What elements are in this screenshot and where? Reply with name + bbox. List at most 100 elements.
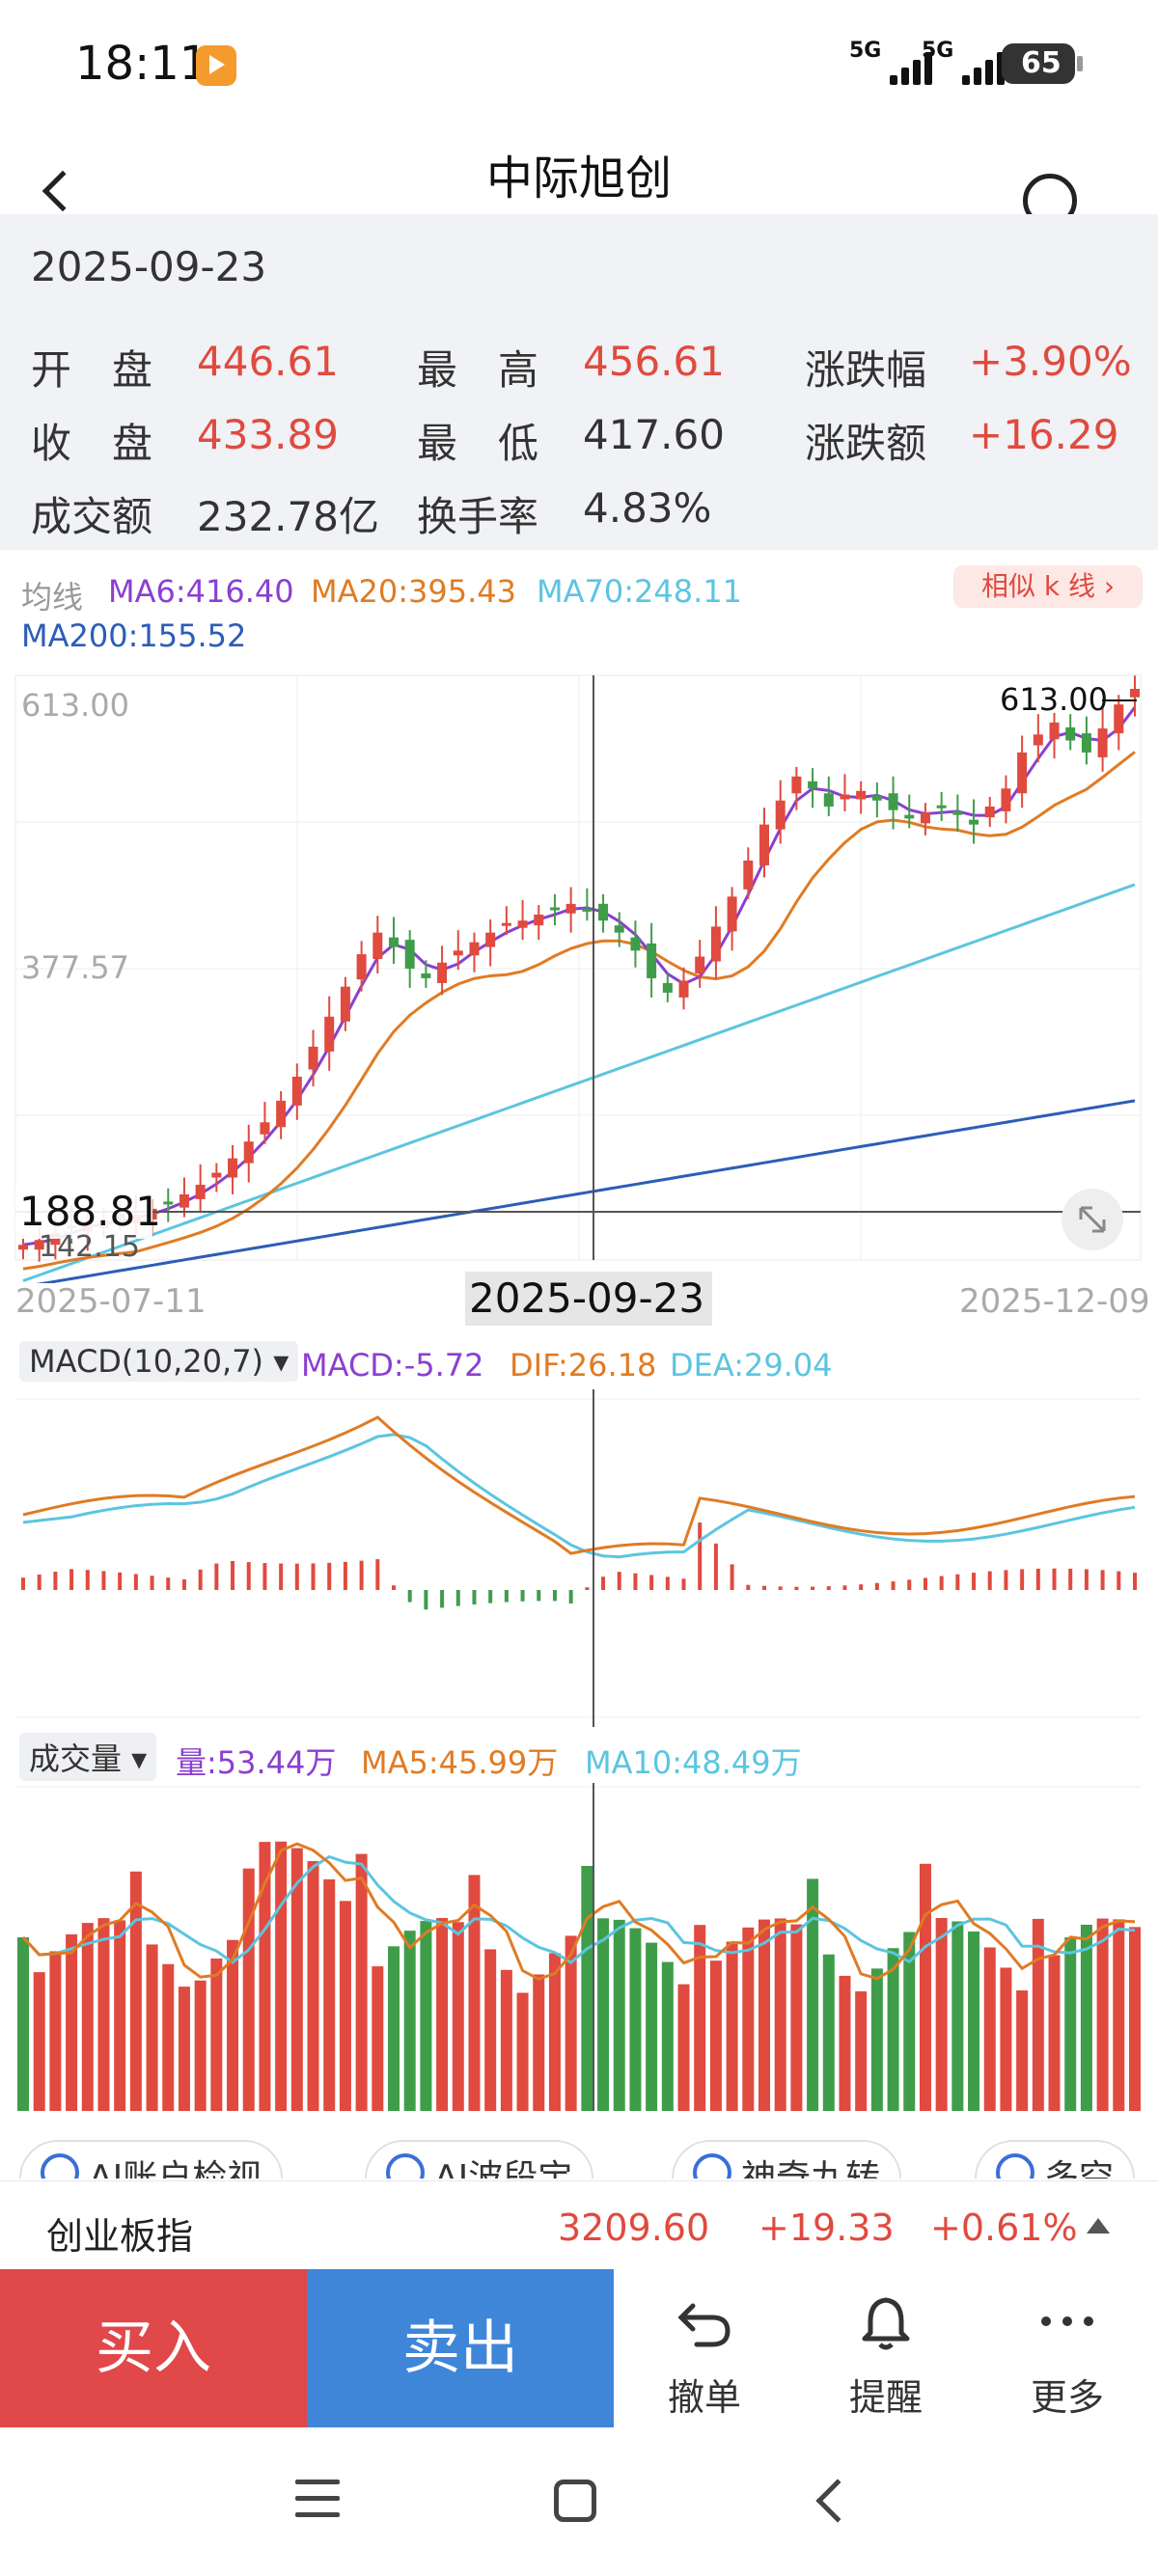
volume-bar	[17, 1937, 29, 2111]
volume-bar	[49, 1951, 62, 2111]
candle-body	[1017, 752, 1028, 794]
close-label: 收 盘	[31, 420, 153, 467]
volume-bar	[548, 1953, 561, 2111]
volume-bar	[484, 1949, 497, 2111]
tool-magic-nine[interactable]: 神奇九转	[672, 2140, 902, 2179]
volume-bar	[1080, 1924, 1092, 2111]
candle-body	[743, 860, 754, 890]
sell-button[interactable]: 卖出	[307, 2269, 614, 2427]
candle-body	[324, 1016, 335, 1052]
macd-histogram-bar	[874, 1582, 879, 1590]
candle-body	[1033, 734, 1043, 746]
candle-body	[179, 1193, 189, 1208]
macd-histogram-bar	[617, 1572, 621, 1590]
buy-button[interactable]: 买入	[0, 2269, 307, 2427]
macd-histogram-bar	[198, 1569, 203, 1590]
candle-body	[372, 932, 383, 960]
similar-kline-button[interactable]: 相似 k 线 ›	[953, 565, 1143, 608]
volume-bar	[903, 1932, 916, 2111]
close-value: 433.89	[197, 411, 339, 458]
system-back-icon[interactable]	[815, 2479, 860, 2523]
tool-ai-account-review[interactable]: AI账户检视	[19, 2140, 284, 2179]
macd-histogram-bar	[585, 1587, 590, 1590]
macd-histogram-bar	[343, 1561, 347, 1590]
crosshair-price-label: 188.81	[19, 1188, 161, 1235]
macd-histogram-bar	[1035, 1568, 1040, 1590]
volume-bar	[646, 1942, 658, 2111]
volume-bar	[742, 1927, 755, 2111]
volume-bar	[500, 1969, 512, 2111]
candle-body	[904, 814, 915, 819]
candle-body	[647, 943, 657, 978]
macd-histogram-bar	[181, 1579, 186, 1590]
macd-histogram-bar	[262, 1563, 267, 1590]
macd-histogram-bar	[923, 1577, 927, 1590]
volume-bar	[629, 1928, 642, 2111]
kline-chart[interactable]: 613.00 377.57 613.00 188.81 142.15	[0, 666, 1158, 1283]
candle-body	[34, 1240, 44, 1250]
volume-bar	[227, 1939, 239, 2111]
volume-indicator-select[interactable]: 成交量 ▾	[19, 1733, 157, 1781]
tool-ai-band[interactable]: AI波段宝	[365, 2140, 594, 2179]
macd-histogram-bar	[891, 1581, 896, 1590]
volume-bar	[790, 1924, 803, 2111]
volume-bar	[855, 1991, 868, 2111]
turnover-rate-value: 4.83%	[583, 484, 712, 532]
volume-bar	[726, 1941, 738, 2111]
home-icon[interactable]	[554, 2480, 596, 2522]
more-button[interactable]: 更多	[977, 2269, 1158, 2427]
recent-apps-icon[interactable]	[295, 2480, 340, 2529]
macd-histogram-bar	[472, 1590, 477, 1605]
macd-histogram-bar	[859, 1584, 864, 1590]
volume-bar	[807, 1878, 819, 2111]
candle-body	[211, 1172, 222, 1178]
macd-indicator-select[interactable]: MACD(10,20,7) ▾	[19, 1341, 299, 1382]
undo-icon	[677, 2303, 731, 2347]
volume-chart[interactable]	[0, 1783, 1158, 2136]
candle-body	[871, 795, 882, 801]
macd-histogram-bar	[246, 1562, 251, 1590]
volume-bar	[178, 1987, 190, 2111]
macd-chart[interactable]	[0, 1389, 1158, 1727]
cancel-order-button[interactable]: 撤单	[614, 2269, 795, 2427]
volume-bar	[1064, 1937, 1077, 2111]
candle-body	[759, 824, 769, 865]
macd-histogram-bar	[520, 1590, 525, 1602]
candle-body	[1130, 689, 1140, 698]
macd-histogram-bar	[440, 1590, 445, 1608]
volume-bar	[210, 1959, 223, 2111]
volume-bar	[1032, 1918, 1044, 2111]
quick-tools-row: AI账户检视 AI波段宝 神奇九转 多空	[0, 2130, 1158, 2179]
expand-up-icon[interactable]	[1087, 2218, 1110, 2233]
index-change: +19.33	[758, 2206, 895, 2249]
volume-bar	[1113, 1919, 1125, 2111]
candle-body	[453, 950, 463, 956]
volume-bar	[1048, 1955, 1061, 2111]
tool-long-short[interactable]: 多空	[975, 2140, 1136, 2179]
candle-body	[421, 973, 431, 978]
volume-bar	[709, 1960, 722, 2111]
k-ma6-line	[22, 706, 1137, 1247]
macd-histogram-bar	[1133, 1573, 1137, 1590]
volume-bar	[533, 1974, 545, 2111]
volume-bar	[242, 1868, 255, 2111]
macd-histogram-bar	[455, 1590, 460, 1606]
y-axis-top-label: 613.00	[21, 687, 129, 724]
macd-histogram-bar	[69, 1569, 74, 1590]
candle-body	[437, 962, 448, 983]
macd-histogram-bar	[311, 1563, 316, 1590]
volume-bar	[565, 1935, 577, 2111]
volume-bar	[516, 1992, 529, 2111]
macd-histogram-bar	[730, 1564, 734, 1590]
index-ticker-bar[interactable]: 创业板指 3209.60 +19.33 +0.61%	[0, 2180, 1158, 2273]
top-nav: 中际旭创	[0, 130, 1158, 228]
volume-bar	[983, 1947, 996, 2111]
volume-ma5-value: MA5:45.99万	[361, 1744, 559, 1781]
macd-histogram-bar	[150, 1576, 154, 1590]
volume-bar	[468, 1875, 481, 2111]
candle-body	[920, 812, 930, 824]
volume-bar	[661, 1961, 674, 2111]
y-axis-mid-label: 377.57	[21, 949, 129, 986]
volume-bar	[436, 1918, 449, 2111]
alert-button[interactable]: 提醒	[795, 2269, 977, 2427]
